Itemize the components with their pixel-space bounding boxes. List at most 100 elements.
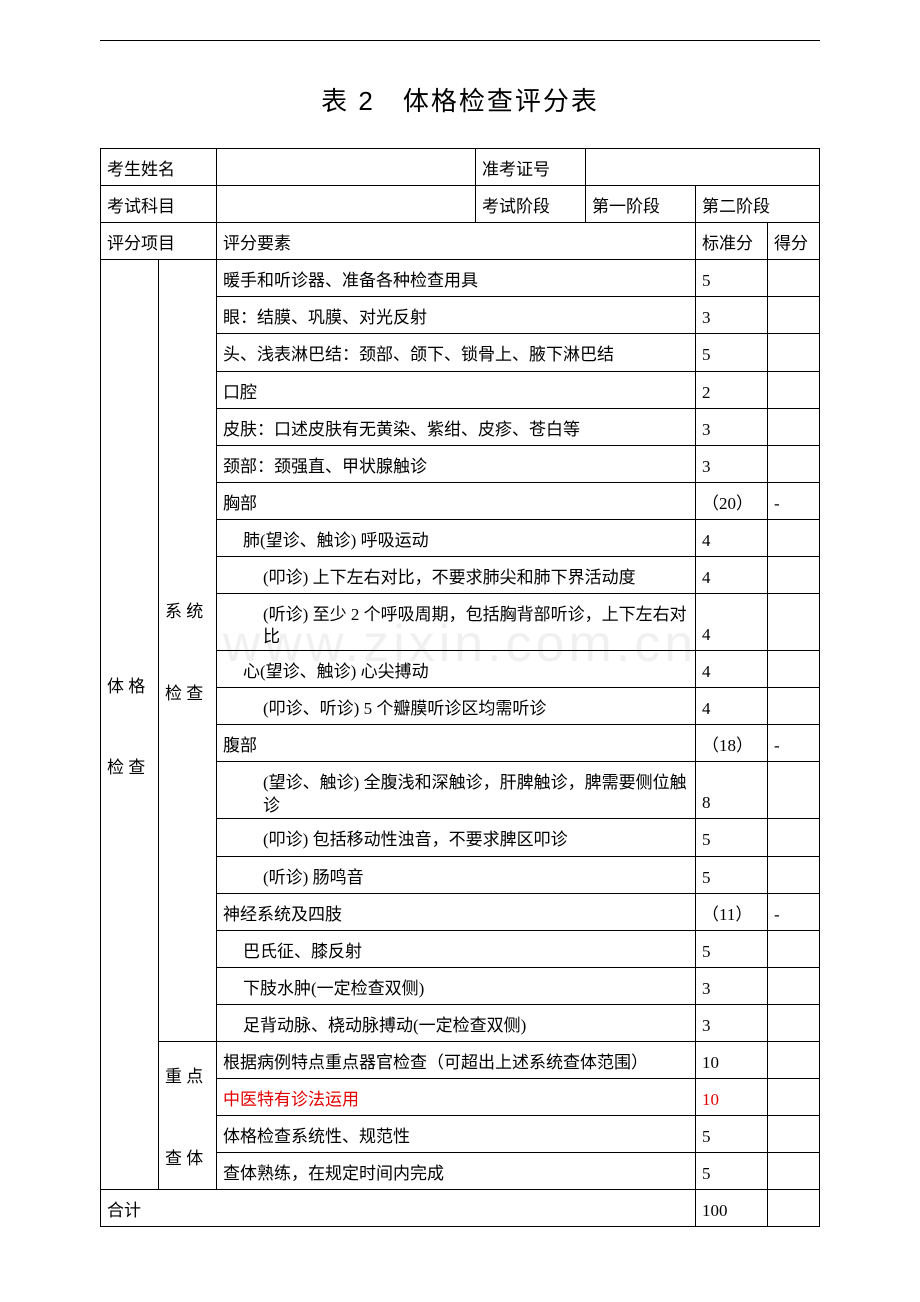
score-table: 考生姓名 准考证号 考试科目 考试阶段 第一阶段 第二阶段 评分项目 评分要素 …	[100, 148, 820, 1227]
project-label: 体 格检 查	[101, 657, 158, 793]
total-label: 合计	[101, 1190, 695, 1226]
score-value	[768, 953, 819, 967]
score-value	[768, 673, 819, 687]
standard-score: （20）	[696, 483, 767, 519]
score-value: -	[768, 483, 819, 519]
subject-value	[217, 208, 475, 222]
criteria-text: 巴氏征、膝反射	[217, 931, 695, 967]
standard-score: 3	[696, 968, 767, 1004]
standard-score: 10	[696, 1079, 767, 1115]
criteria-text: (听诊) 肠鸣音	[217, 857, 695, 893]
standard-score: 10	[696, 1042, 767, 1078]
criteria-text: (叩诊) 上下左右对比，不要求肺尖和肺下界活动度	[217, 557, 695, 593]
criteria-text: 头、浅表淋巴结：颈部、颌下、锁骨上、腋下淋巴结	[217, 334, 695, 370]
criteria-text: 下肢水肿(一定检查双侧)	[217, 968, 695, 1004]
total-score	[768, 1212, 819, 1226]
criteria-text: (叩诊) 包括移动性浊音，不要求脾区叩诊	[217, 819, 695, 855]
score-value	[768, 431, 819, 445]
score-value	[768, 1138, 819, 1152]
table-body: 体 格检 查系 统检 查暖手和听诊器、准备各种检查用具5眼：结膜、巩膜、对光反射…	[101, 260, 820, 1190]
stage-label: 考试阶段	[476, 186, 585, 222]
criteria-text: 腹部	[217, 725, 695, 761]
score-value	[768, 1101, 819, 1115]
criteria-text: 暖手和听诊器、准备各种检查用具	[217, 260, 695, 296]
standard-score: 5	[696, 857, 767, 893]
score-value	[768, 468, 819, 482]
score-value	[768, 1064, 819, 1078]
admit-label: 准考证号	[476, 149, 585, 185]
criteria-text: 肺(望诊、触诊) 呼吸运动	[217, 520, 695, 556]
page: 表 2 体格检查评分表 www.zixin.com.cn 考生姓名 准考证号 考…	[0, 0, 920, 1287]
score-value	[768, 1027, 819, 1041]
score-value	[768, 636, 819, 650]
top-divider	[100, 40, 820, 41]
standard-score: 5	[696, 1116, 767, 1152]
score-value	[768, 542, 819, 556]
standard-score: 5	[696, 1153, 767, 1189]
stage2: 第二阶段	[696, 186, 819, 222]
subject-label: 考试科目	[101, 186, 216, 222]
col-project: 评分项目	[101, 223, 216, 259]
score-value	[768, 804, 819, 818]
section-label: 系 统检 查	[159, 582, 216, 718]
criteria-text: 心(望诊、触诊) 心尖搏动	[217, 651, 695, 687]
standard-score: 4	[696, 520, 767, 556]
criteria-text: (听诊) 至少 2 个呼吸周期，包括胸背部听诊，上下左右对比	[217, 594, 695, 650]
standard-score: 2	[696, 372, 767, 408]
standard-score: 5	[696, 260, 767, 296]
score-value	[768, 879, 819, 893]
criteria-text: 胸部	[217, 483, 695, 519]
table-row: 合计 100	[101, 1190, 820, 1227]
col-elements: 评分要素	[217, 223, 695, 259]
standard-score: 4	[696, 557, 767, 593]
table-row: 体 格检 查系 统检 查暖手和听诊器、准备各种检查用具5	[101, 260, 820, 297]
score-value: -	[768, 894, 819, 930]
criteria-text: 皮肤：口述皮肤有无黄染、紫绀、皮疹、苍白等	[217, 409, 695, 445]
score-value	[768, 394, 819, 408]
col-standard: 标准分	[696, 223, 767, 259]
score-value	[768, 842, 819, 856]
score-value: -	[768, 725, 819, 761]
standard-score: 3	[696, 1005, 767, 1041]
score-value	[768, 357, 819, 371]
standard-score: 3	[696, 409, 767, 445]
table-row: 考生姓名 准考证号	[101, 149, 820, 186]
standard-score: 4	[696, 651, 767, 687]
table-row: 重 点查 体根据病例特点重点器官检查（可超出上述系统查体范围）10	[101, 1041, 820, 1078]
stage1: 第一阶段	[586, 186, 695, 222]
criteria-text: (叩诊、听诊) 5 个瓣膜听诊区均需听诊	[217, 688, 695, 724]
col-score: 得分	[768, 223, 819, 259]
score-value	[768, 579, 819, 593]
criteria-text: 足背动脉、桡动脉搏动(一定检查双侧)	[217, 1005, 695, 1041]
name-label: 考生姓名	[101, 149, 216, 185]
standard-score: 4	[696, 688, 767, 724]
score-value	[768, 282, 819, 296]
standard-score: 5	[696, 819, 767, 855]
criteria-text: 神经系统及四肢	[217, 894, 695, 930]
standard-score: 5	[696, 931, 767, 967]
standard-score: 4	[696, 614, 767, 650]
standard-score: （11）	[696, 894, 767, 930]
criteria-text: 中医特有诊法运用	[217, 1079, 695, 1115]
section-label: 重 点查 体	[159, 1047, 216, 1183]
table-row: 考试科目 考试阶段 第一阶段 第二阶段	[101, 186, 820, 223]
page-title: 表 2 体格检查评分表	[100, 81, 820, 118]
standard-score: 3	[696, 297, 767, 333]
name-value	[217, 171, 475, 185]
total-std: 100	[696, 1190, 767, 1226]
standard-score: （18）	[696, 725, 767, 761]
score-value	[768, 990, 819, 1004]
standard-score: 8	[696, 782, 767, 818]
criteria-text: 查体熟练，在规定时间内完成	[217, 1153, 695, 1189]
score-value	[768, 319, 819, 333]
score-value	[768, 710, 819, 724]
standard-score: 3	[696, 446, 767, 482]
criteria-text: 眼：结膜、巩膜、对光反射	[217, 297, 695, 333]
admit-value	[586, 171, 819, 185]
criteria-text: 体格检查系统性、规范性	[217, 1116, 695, 1152]
criteria-text: 口腔	[217, 372, 695, 408]
criteria-text: 根据病例特点重点器官检查（可超出上述系统查体范围）	[217, 1042, 695, 1078]
score-value	[768, 1175, 819, 1189]
criteria-text: 颈部：颈强直、甲状腺触诊	[217, 446, 695, 482]
table-row: 评分项目 评分要素 标准分 得分	[101, 223, 820, 260]
